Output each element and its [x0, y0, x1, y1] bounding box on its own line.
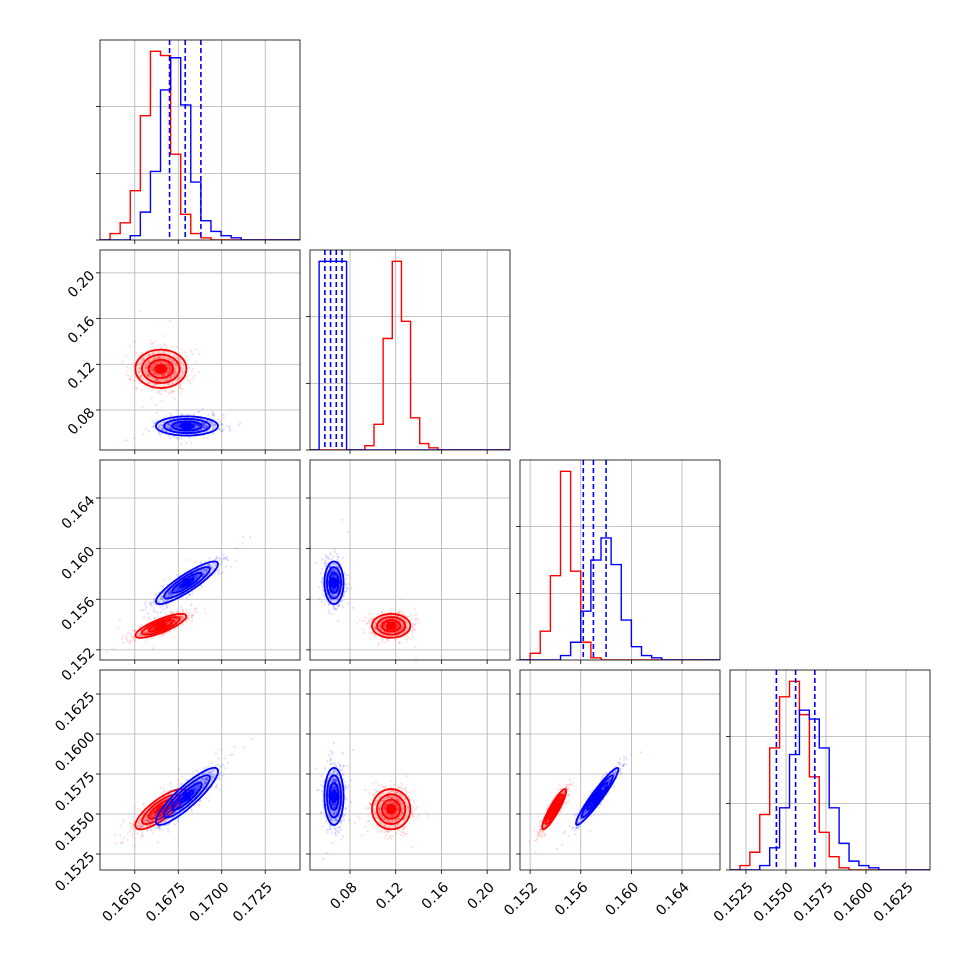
- grid: [310, 460, 510, 660]
- mode-marker: [387, 805, 396, 814]
- grid: [100, 670, 300, 870]
- x-tick-label: 0.1575: [791, 879, 837, 925]
- y-tick-label: 0.12: [65, 359, 98, 392]
- contours-red: [134, 612, 188, 639]
- x-tick-label: 0.1600: [831, 879, 877, 925]
- contours-red: [371, 612, 412, 639]
- x-tick-label: 0.1625: [871, 879, 917, 925]
- contours-blue: [155, 415, 219, 437]
- contours-red: [134, 348, 188, 389]
- mode-marker: [156, 621, 165, 630]
- mode-marker: [156, 364, 165, 373]
- x-tick-label: 0.1550: [751, 879, 797, 925]
- x-tick-label: 0.08: [327, 879, 360, 912]
- x-tick-label: 0.1700: [187, 879, 233, 925]
- mode-marker: [387, 621, 396, 630]
- contours-red: [541, 788, 568, 831]
- grid: [100, 40, 300, 240]
- x-tick-label: 0.20: [465, 879, 498, 912]
- mode-marker: [593, 792, 602, 801]
- grid: [520, 670, 720, 870]
- y-tick-label: 0.160: [59, 544, 99, 584]
- histogram-red: [310, 260, 510, 450]
- panel-frame: [99, 39, 301, 241]
- grid: [730, 670, 930, 870]
- histogram-red: [730, 680, 930, 870]
- mode-marker: [182, 792, 191, 801]
- contours-blue: [155, 560, 219, 605]
- panel-frame: [729, 669, 931, 871]
- panel-frame: [519, 459, 721, 661]
- panel-3-2: 0.152 0.156 0.160 0.164: [501, 669, 721, 919]
- panel-1-0: 0.08 0.12 0.16 0.20: [65, 249, 301, 454]
- histogram-blue: [520, 537, 720, 660]
- mode-marker: [330, 792, 338, 801]
- histogram-blue: [100, 57, 300, 240]
- panel-frame: [99, 249, 301, 451]
- mode-marker: [182, 422, 191, 430]
- y-tick-label: 0.1525: [52, 849, 98, 895]
- y-tick-label: 0.1550: [52, 809, 98, 855]
- y-tick-label: 0.152: [59, 645, 99, 685]
- y-tick-label: 0.08: [65, 405, 98, 438]
- y-tick-label: 0.1575: [52, 769, 98, 815]
- histogram-red: [100, 50, 300, 240]
- panel-frame: [309, 459, 511, 661]
- contours-blue: [323, 766, 345, 826]
- panel-3-1: 0.08 0.12 0.16 0.20: [306, 669, 511, 913]
- panel-frame: [309, 249, 511, 451]
- x-tick-label: 0.164: [653, 879, 693, 919]
- histogram-red: [520, 470, 720, 660]
- grid: [100, 460, 300, 660]
- mode-marker: [330, 578, 338, 587]
- panel-2-2: [516, 459, 721, 664]
- x-tick-label: 0.156: [552, 879, 592, 919]
- mode-marker: [550, 805, 559, 814]
- y-tick-label: 0.1600: [52, 729, 98, 775]
- grid: [310, 670, 510, 870]
- panel-0-0: [96, 39, 301, 244]
- panel-frame: [309, 669, 511, 871]
- y-tick-label: 0.16: [65, 313, 98, 346]
- y-tick-label: 0.1625: [52, 689, 98, 735]
- contours-blue: [323, 560, 345, 605]
- panel-frame: [99, 459, 301, 661]
- x-tick-label: 0.160: [602, 879, 642, 919]
- grid: [520, 460, 720, 660]
- panel-1-1: [306, 249, 511, 454]
- x-tick-label: 0.1650: [100, 879, 146, 925]
- y-tick-label: 0.164: [59, 493, 99, 533]
- contours-blue: [575, 766, 620, 826]
- x-tick-label: 0.152: [501, 879, 541, 919]
- contours-red: [371, 788, 412, 831]
- histogram-blue: [730, 709, 930, 870]
- x-tick-label: 0.1725: [230, 879, 276, 925]
- x-tick-label: 0.1675: [143, 879, 189, 925]
- panel-2-1: [306, 459, 511, 664]
- x-tick-label: 0.1525: [711, 879, 757, 925]
- panel-2-0: 0.152 0.156 0.160 0.164: [59, 459, 301, 685]
- y-tick-label: 0.156: [59, 594, 99, 634]
- panel-frame: [519, 669, 721, 871]
- mode-marker: [182, 578, 191, 587]
- panel-frame: [99, 669, 301, 871]
- contours-blue: [155, 766, 219, 826]
- y-tick-label: 0.20: [65, 268, 98, 301]
- grid: [100, 250, 300, 450]
- x-tick-label: 0.16: [419, 879, 452, 912]
- x-tick-label: 0.12: [373, 879, 406, 912]
